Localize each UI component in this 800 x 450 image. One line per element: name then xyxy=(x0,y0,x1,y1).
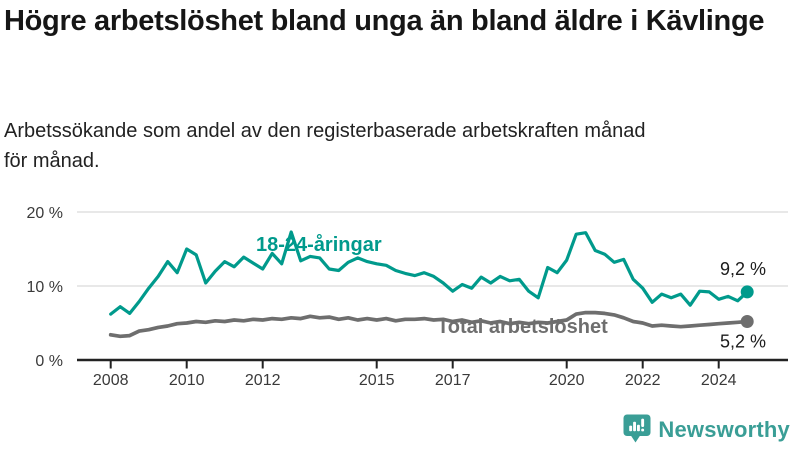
x-axis-tick-label: 2010 xyxy=(169,372,205,389)
bar-chart-speech-bubble-icon xyxy=(623,414,651,443)
end-value-annotation: 9,2 % xyxy=(720,259,766,279)
x-axis-tick-label: 2020 xyxy=(549,372,585,389)
x-axis-tick-label: 2022 xyxy=(625,372,661,389)
series-label: Total arbetslöshet xyxy=(437,316,608,338)
page-title: Högre arbetslöshet bland unga än bland ä… xyxy=(4,5,765,37)
series-end-dot xyxy=(740,285,754,299)
series-line xyxy=(108,310,750,339)
x-axis-tick-label: 2024 xyxy=(701,372,737,389)
x-axis-tick-label: 2017 xyxy=(435,372,471,389)
end-value-annotation: 5,2 % xyxy=(720,332,766,352)
y-axis-tick-label: 20 % xyxy=(27,205,63,222)
line-chart: 0 % 10 % 20 % 2008 2010 2012 2015 2017 2020 2022 2… xyxy=(27,205,788,389)
series-line xyxy=(109,230,749,316)
chart-subtitle: Arbetssökande som andel av den registerb… xyxy=(4,120,646,172)
x-axis-tick-label: 2015 xyxy=(359,372,395,389)
series-end-dot xyxy=(740,315,754,329)
x-axis-tick-label: 2008 xyxy=(93,372,129,389)
brand-name: Newsworthy xyxy=(658,416,790,442)
y-axis-tick-label: 10 % xyxy=(27,279,63,296)
newsworthy-logo: Newsworthy xyxy=(623,414,790,445)
y-axis-tick-label: 0 % xyxy=(35,353,63,370)
x-axis-tick-label: 2012 xyxy=(245,372,281,389)
series-label: 18-24-åringar xyxy=(256,233,382,256)
